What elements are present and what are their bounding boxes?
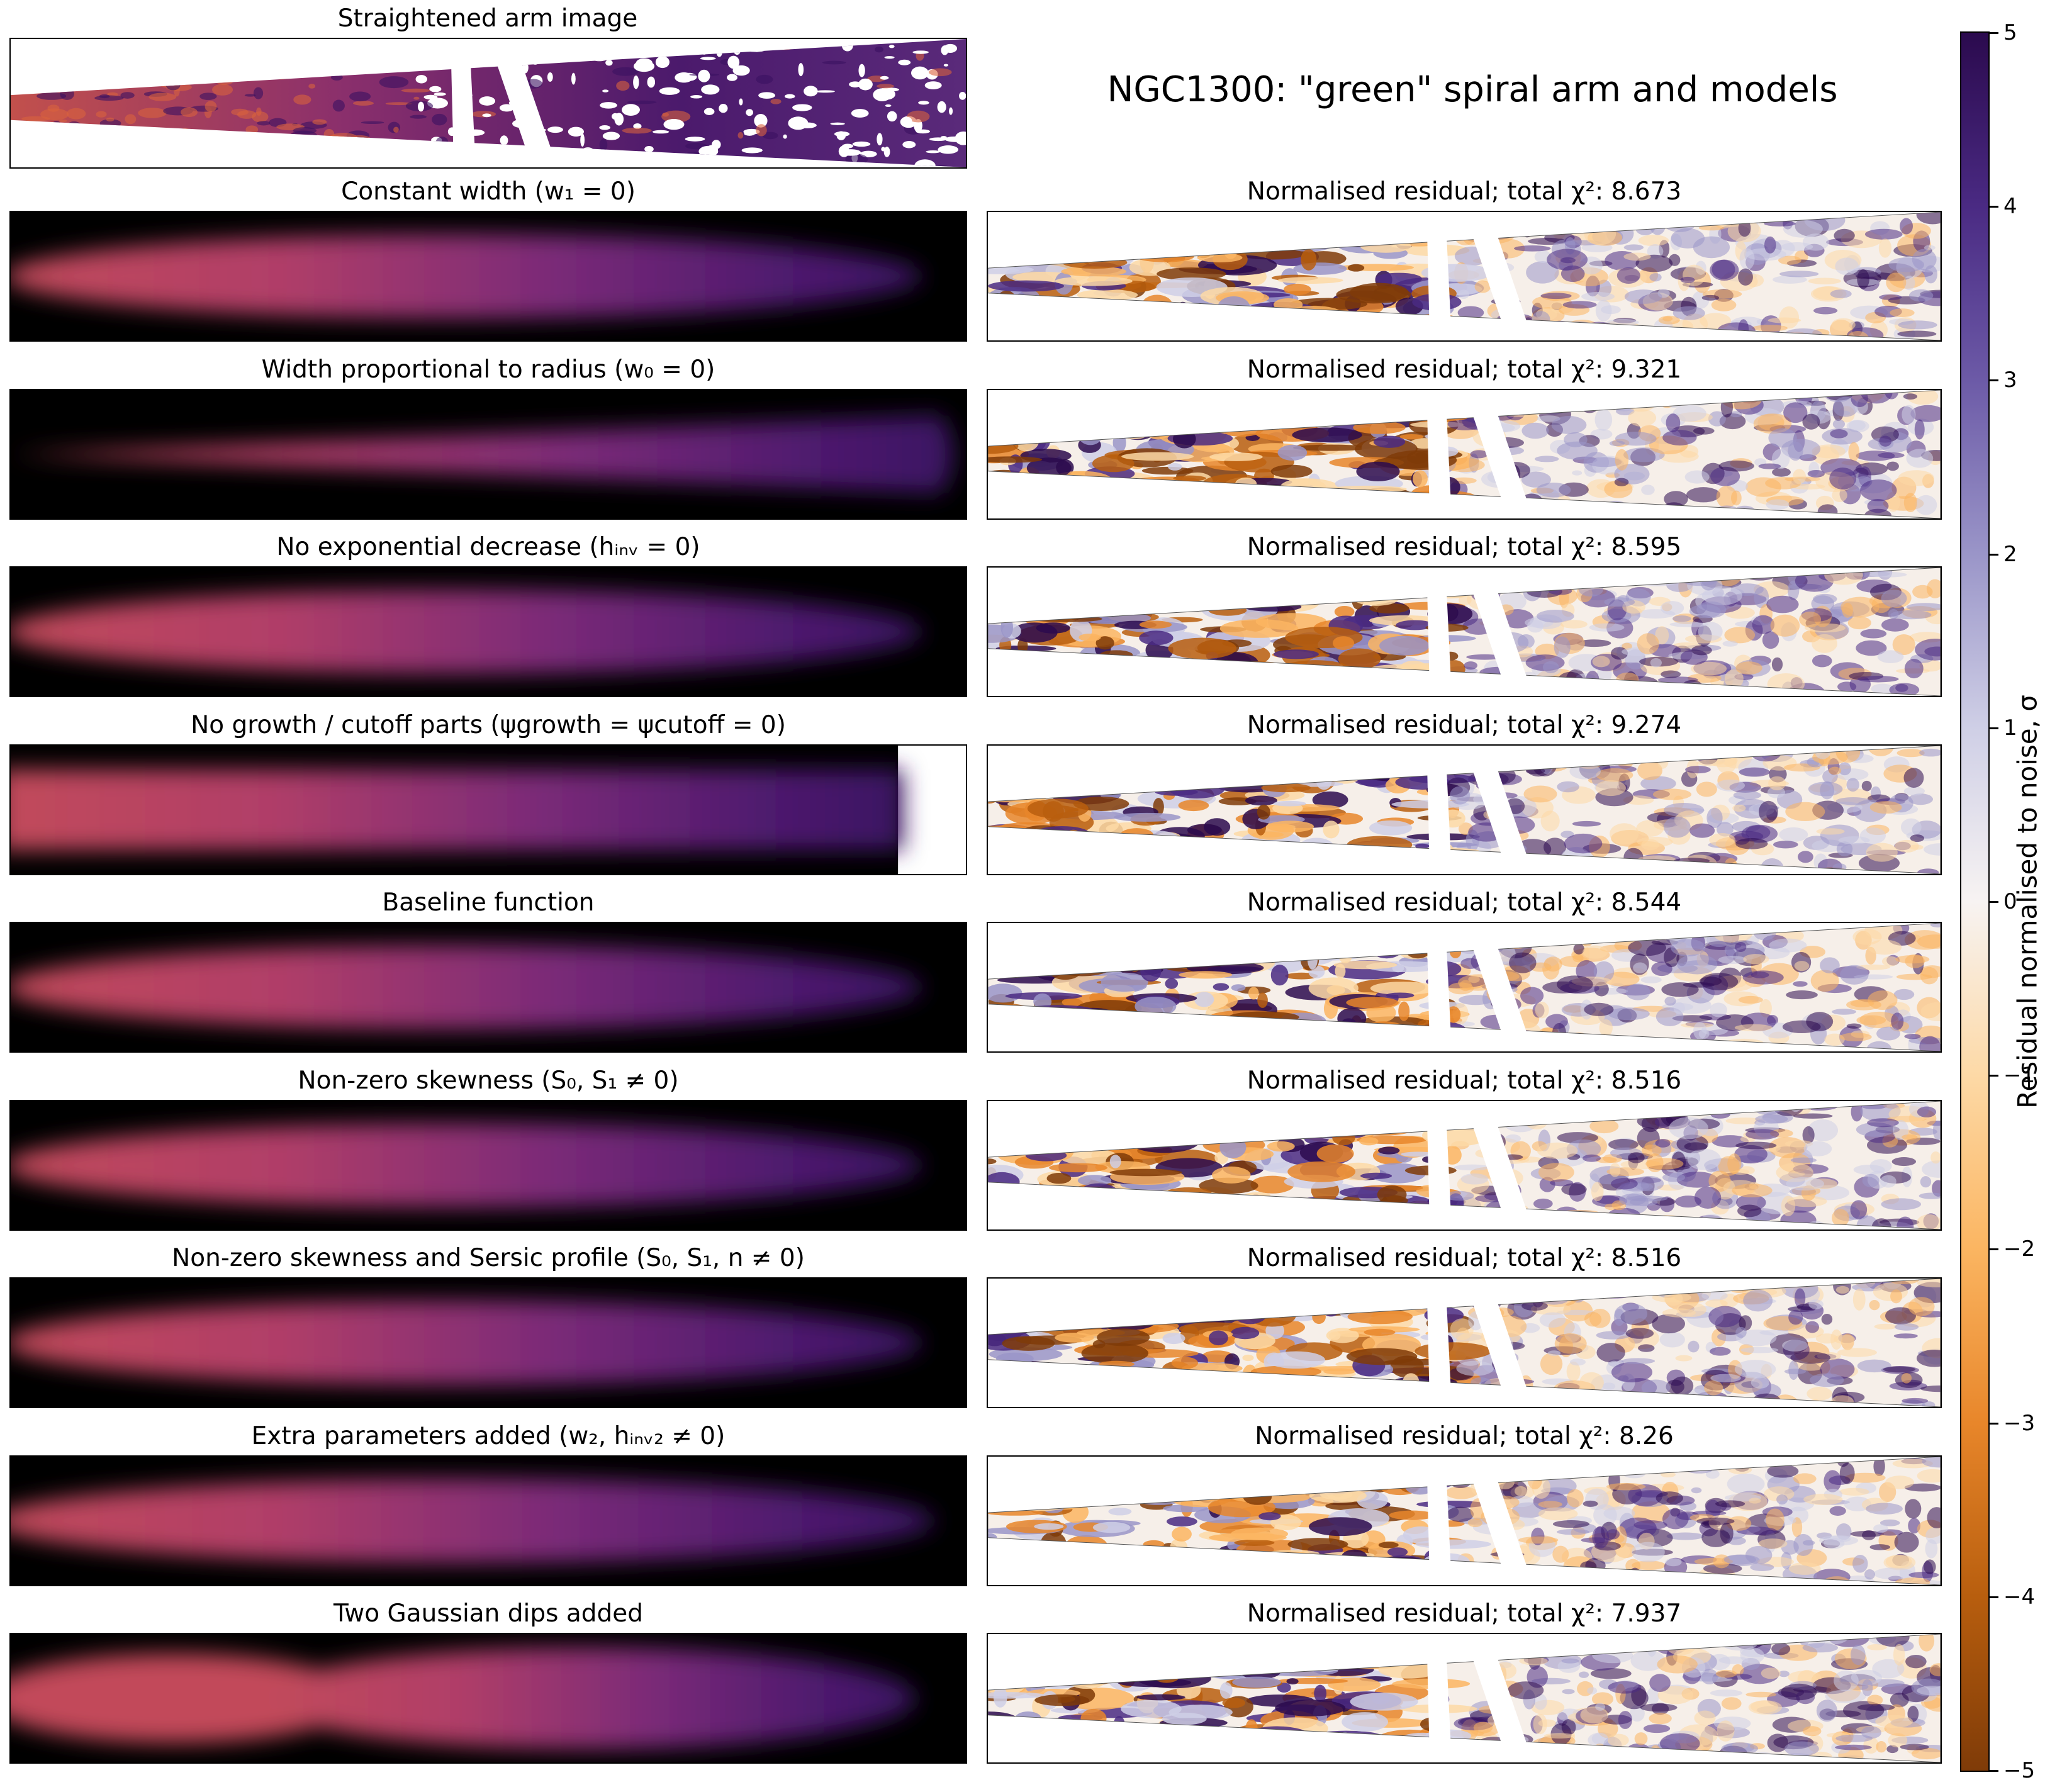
colorbar-tick-label: 2 xyxy=(2003,541,2017,567)
model-title: Non-zero skewness (S₀, S₁ ≠ 0) xyxy=(298,1066,679,1095)
colorbar-tick-label: −3 xyxy=(2003,1410,2036,1436)
model-title: Baseline function xyxy=(382,888,595,917)
colorbar-tick xyxy=(1990,1422,1998,1425)
colorbar-tick xyxy=(1990,553,1998,556)
residual-title: Normalised residual; total χ²: 8.544 xyxy=(1247,888,1682,917)
model-image xyxy=(9,1277,967,1408)
arm-image-title: Straightened arm image xyxy=(337,4,638,33)
residual-title: Normalised residual; total χ²: 9.321 xyxy=(1247,355,1682,384)
model-image xyxy=(9,211,967,342)
model-image xyxy=(9,388,967,520)
model-title: Width proportional to radius (w₀ = 0) xyxy=(261,355,715,384)
colorbar-tick-label: −5 xyxy=(2003,1758,2036,1783)
colorbar-tick xyxy=(1990,1596,1998,1598)
model-title: Two Gaussian dips added xyxy=(333,1599,644,1628)
residual-title: Normalised residual; total χ²: 8.516 xyxy=(1247,1244,1682,1272)
residual-map xyxy=(987,566,1942,697)
model-image xyxy=(9,744,967,875)
residual-map xyxy=(987,1099,1942,1231)
colorbar-tick-label: −4 xyxy=(2003,1584,2036,1610)
model-title: Extra parameters added (w₂, hᵢₙᵥ₂ ≠ 0) xyxy=(251,1421,726,1450)
residual-map xyxy=(987,1455,1942,1586)
residual-title: Normalised residual; total χ²: 7.937 xyxy=(1247,1599,1682,1628)
model-title: No exponential decrease (hᵢₙᵥ = 0) xyxy=(276,533,700,561)
colorbar-tick xyxy=(1990,206,1998,208)
model-title: Non-zero skewness and Sersic profile (S₀… xyxy=(172,1244,805,1272)
colorbar-tick xyxy=(1990,1770,1998,1772)
colorbar-tick-label: 1 xyxy=(2003,715,2017,741)
colorbar-tick-label: 5 xyxy=(2003,20,2017,45)
straightened-arm-image xyxy=(9,38,967,169)
residual-title: Normalised residual; total χ²: 8.26 xyxy=(1255,1421,1674,1450)
model-image xyxy=(9,922,967,1053)
figure-title: NGC1300: "green" spiral arm and models xyxy=(1107,69,1838,110)
residual-title: Normalised residual; total χ²: 8.673 xyxy=(1247,177,1682,206)
colorbar-tick-label: 0 xyxy=(2003,889,2017,914)
model-image xyxy=(9,1099,967,1231)
model-image xyxy=(9,566,967,697)
colorbar-tick xyxy=(1990,1248,1998,1251)
colorbar xyxy=(1960,31,1990,1772)
colorbar-tick xyxy=(1990,379,1998,382)
residual-map xyxy=(987,1633,1942,1764)
colorbar-tick-label: −1 xyxy=(2003,1063,2036,1089)
residual-title: Normalised residual; total χ²: 8.516 xyxy=(1247,1066,1682,1095)
residual-map xyxy=(987,211,1942,342)
residual-title: Normalised residual; total χ²: 9.274 xyxy=(1247,710,1682,739)
colorbar-tick xyxy=(1990,901,1998,903)
residual-map xyxy=(987,744,1942,875)
model-image xyxy=(9,1455,967,1586)
model-image xyxy=(9,1633,967,1764)
model-title: Constant width (w₁ = 0) xyxy=(341,177,636,206)
colorbar-tick xyxy=(1990,32,1998,34)
colorbar-label: Residual normalised to noise, σ xyxy=(2012,695,2043,1109)
residual-map xyxy=(987,388,1942,520)
colorbar-tick-label: 4 xyxy=(2003,194,2017,220)
colorbar-tick xyxy=(1990,1075,1998,1077)
residual-map xyxy=(987,1277,1942,1408)
residual-map xyxy=(987,922,1942,1053)
model-title: No growth / cutoff parts (ψgrowth = ψcut… xyxy=(191,710,786,739)
colorbar-tick xyxy=(1990,727,1998,729)
colorbar-tick-label: 3 xyxy=(2003,367,2017,393)
colorbar-tick-label: −2 xyxy=(2003,1236,2036,1262)
residual-title: Normalised residual; total χ²: 8.595 xyxy=(1247,533,1682,561)
